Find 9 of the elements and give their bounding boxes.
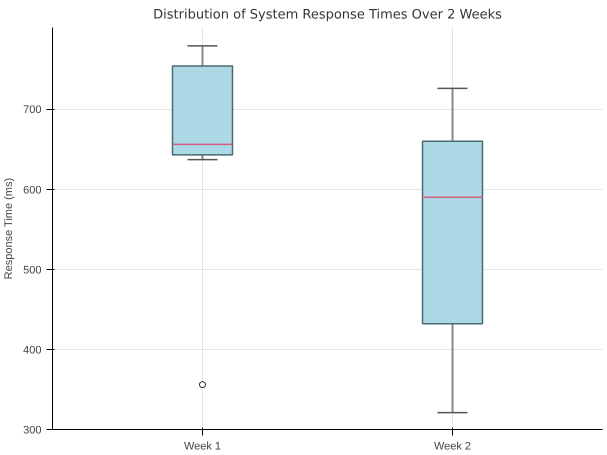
y-tick-label: 700 — [23, 104, 42, 116]
y-tick-label: 400 — [23, 344, 42, 356]
y-tick-label: 600 — [23, 184, 42, 196]
chart-title: Distribution of System Response Times Over 2 Weeks — [153, 8, 502, 22]
y-tick-label: 500 — [23, 264, 42, 276]
x-tick-label: Week 1 — [184, 440, 222, 452]
y-axis-title: Response Time (ms) — [3, 178, 16, 280]
x-tick-label: Week 2 — [434, 440, 472, 452]
y-tick-label: 300 — [23, 424, 42, 436]
